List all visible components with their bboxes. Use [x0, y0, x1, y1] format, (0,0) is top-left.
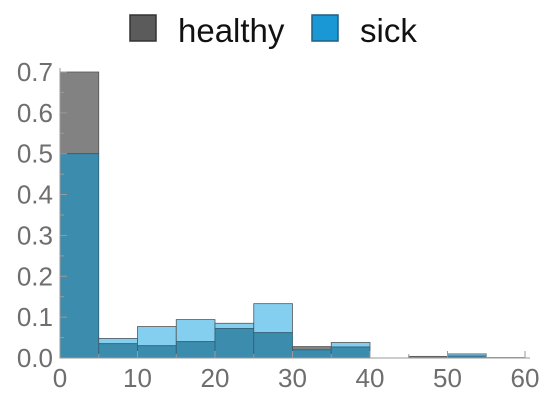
bar-healthy-bin-30 — [292, 346, 332, 351]
legend: healthy sick — [129, 12, 417, 49]
x-tick-label-20: 20 — [201, 363, 230, 393]
bar-sick-bin-0 — [59, 153, 100, 359]
bar-healthy-bin-35 — [330, 346, 371, 359]
bar-sick-bin-20 — [214, 322, 255, 329]
y-tick-label-0.4: 0.4 — [17, 180, 53, 210]
y-tick-label-0.3: 0.3 — [17, 220, 53, 250]
bar-sick-bin-15 — [175, 319, 216, 343]
y-tick-label-0.2: 0.2 — [17, 261, 53, 291]
x-tick-label-40: 40 — [356, 363, 385, 393]
x-tick-label-0: 0 — [53, 363, 67, 393]
legend-label-sick: sick — [360, 12, 417, 49]
bar-healthy-bin-15 — [175, 341, 216, 359]
axes: 0 10 20 30 40 50 60 0.0 0.1 0.2 0.3 0.4 0.5 0.6 0.7 — [17, 57, 540, 393]
y-tick-label-0: 0.0 — [17, 343, 53, 373]
y-tick-label-0.7: 0.7 — [17, 57, 53, 87]
histogram-bars — [59, 71, 526, 359]
bar-healthy-bin-10 — [137, 345, 177, 359]
legend-swatch-healthy — [129, 14, 157, 42]
x-tick-label-50: 50 — [433, 363, 462, 393]
bar-healthy-bin-25 — [253, 332, 293, 359]
bar-sick-bin-30 — [292, 349, 332, 359]
x-tick-label-60: 60 — [511, 363, 540, 393]
bar-healthy-bin-20 — [214, 328, 255, 359]
bar-sick-bin-35 — [330, 342, 371, 348]
bar-sick-bin-5 — [98, 337, 138, 345]
bar-sick-bin-10 — [137, 326, 177, 347]
legend-label-healthy: healthy — [178, 12, 285, 49]
bar-sick-bin-25 — [253, 303, 293, 334]
y-tick-label-0.1: 0.1 — [17, 302, 53, 332]
x-tick-label-10: 10 — [123, 363, 152, 393]
y-tick-label-0.5: 0.5 — [17, 139, 53, 169]
bar-healthy-bin-5 — [98, 343, 138, 359]
legend-swatch-sick — [311, 14, 339, 42]
y-tick-label-0.6: 0.6 — [17, 98, 53, 128]
x-tick-label-30: 30 — [278, 363, 307, 393]
